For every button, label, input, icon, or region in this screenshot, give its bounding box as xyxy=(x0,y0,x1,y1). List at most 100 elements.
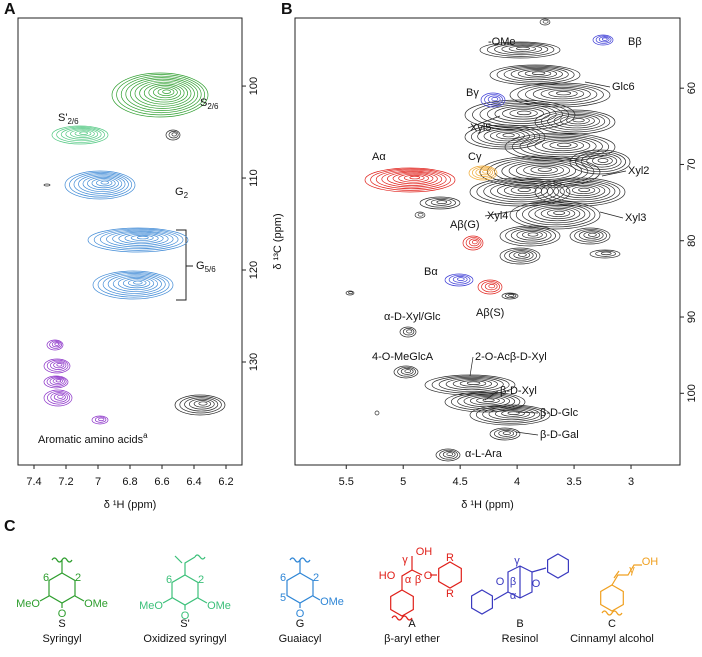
contour xyxy=(452,276,468,283)
contour xyxy=(482,398,495,402)
annotation: β-D-Xyl xyxy=(500,385,537,397)
atom-label: 2 xyxy=(75,572,81,584)
contour xyxy=(53,361,65,369)
contour xyxy=(82,175,123,192)
contour xyxy=(171,132,177,137)
contour xyxy=(431,375,510,394)
contour xyxy=(476,179,565,205)
contour xyxy=(198,401,208,406)
bond xyxy=(51,557,73,563)
contour xyxy=(483,180,560,203)
annotation-text: α-L-Ara xyxy=(465,448,503,460)
contour xyxy=(491,96,499,102)
contour xyxy=(540,207,576,220)
atom-label: R xyxy=(446,552,454,564)
contour xyxy=(534,109,616,135)
contour xyxy=(375,169,447,190)
leader-line xyxy=(467,115,501,129)
contour xyxy=(516,229,548,241)
contour xyxy=(54,342,60,346)
y-tick-label: 80 xyxy=(686,235,698,247)
contour xyxy=(49,377,65,386)
contour xyxy=(501,292,519,300)
atom-label: OMe xyxy=(320,596,344,608)
annotation-text: Aromatic amino acids xyxy=(38,434,144,446)
annotation-text: Bβ xyxy=(628,36,642,48)
annotation-text: -OMe xyxy=(488,36,516,48)
contour xyxy=(51,125,109,145)
bond xyxy=(39,595,50,602)
contour xyxy=(510,228,552,243)
contour xyxy=(501,44,543,54)
contour xyxy=(133,280,143,285)
contour xyxy=(489,427,521,441)
contour xyxy=(43,375,69,389)
atom-label: MeO xyxy=(16,598,40,610)
bond xyxy=(493,591,509,601)
annotation-text: Xyl2 xyxy=(628,165,649,177)
x-tick-label: 4 xyxy=(514,476,520,488)
contour xyxy=(442,451,456,458)
contour xyxy=(404,369,412,373)
annotation: Xyl4 xyxy=(487,210,508,222)
structure-code: A xyxy=(408,618,416,630)
contour xyxy=(102,273,166,296)
annotation: G5/6 xyxy=(196,260,216,274)
contour xyxy=(370,168,451,191)
atom-label: R xyxy=(446,588,454,600)
contour xyxy=(136,235,149,240)
contour xyxy=(510,186,537,195)
contour xyxy=(111,72,209,118)
contour xyxy=(56,126,105,143)
contour xyxy=(470,126,541,148)
structure-code: G xyxy=(296,618,305,630)
contour xyxy=(107,274,162,294)
contour xyxy=(124,233,159,243)
contour xyxy=(46,359,69,372)
annotation: Xyl5 xyxy=(470,122,491,134)
annotation: Aβ(S) xyxy=(476,307,504,319)
contour xyxy=(162,89,171,94)
x-axis-label: δ ¹H (ppm) xyxy=(461,499,514,511)
contour xyxy=(494,43,549,56)
contour xyxy=(502,107,544,120)
contour xyxy=(598,36,610,43)
structure-code: B xyxy=(516,618,523,630)
contour xyxy=(499,247,541,265)
annotation: Aα xyxy=(372,151,386,163)
contour xyxy=(488,408,536,421)
contour xyxy=(438,376,504,392)
contour xyxy=(70,129,95,139)
atom-label: OH xyxy=(642,556,659,568)
x-tick-label: 3 xyxy=(628,476,634,488)
atom-label: β xyxy=(510,576,516,588)
contour xyxy=(524,70,552,77)
bond xyxy=(531,567,547,573)
contour xyxy=(464,99,576,131)
x-tick-label: 6.2 xyxy=(218,476,233,488)
contour xyxy=(444,273,474,287)
bond xyxy=(286,572,314,604)
contour xyxy=(532,86,591,102)
contour xyxy=(502,431,511,435)
contour xyxy=(534,206,581,222)
annotation-text: β-D-Gal xyxy=(540,429,579,441)
contour xyxy=(106,230,174,248)
annotation-text: Cγ xyxy=(468,151,482,163)
x-tick-label: 6.4 xyxy=(186,476,201,488)
annotation: Bα xyxy=(424,266,438,278)
bond xyxy=(613,570,620,579)
bond xyxy=(600,584,624,612)
atom-label: 6 xyxy=(43,572,49,584)
contour xyxy=(50,360,67,370)
contour xyxy=(345,290,355,296)
atom-label: O xyxy=(296,608,305,620)
annotation: β-D-Glc xyxy=(540,407,579,419)
annotation-text: α-D-Xyl/Glc xyxy=(384,311,441,323)
contour xyxy=(475,405,546,424)
contour xyxy=(78,174,126,194)
contour xyxy=(436,200,448,204)
contour xyxy=(127,279,147,287)
contour xyxy=(504,132,616,162)
atom-label: OH xyxy=(416,546,433,558)
